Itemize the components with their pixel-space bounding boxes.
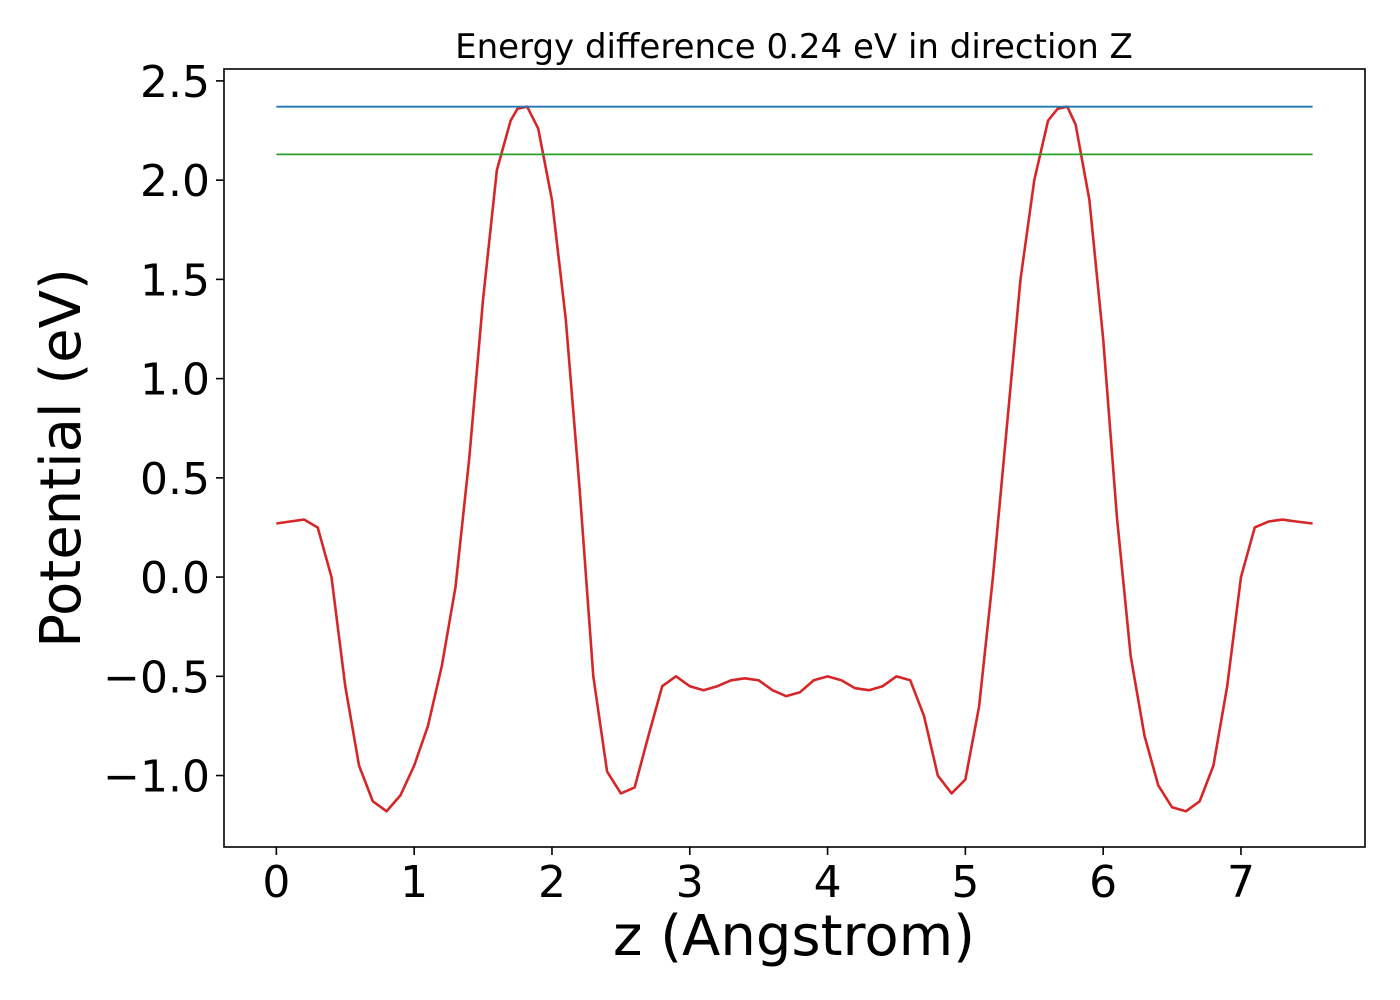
y-tick-label: −0.5	[103, 652, 210, 703]
x-tick-label: 6	[1089, 857, 1117, 908]
potential-curve	[276, 105, 1313, 813]
y-tick-label: 1.5	[140, 255, 210, 306]
x-tick-label: 3	[676, 857, 704, 908]
x-tick-label: 2	[538, 857, 566, 908]
y-axis-label: Potential (eV)	[29, 268, 94, 648]
plot-frame	[223, 68, 1366, 848]
chart-title: Energy difference 0.24 eV in direction Z	[455, 27, 1133, 67]
y-axis-ticks: −1.0 −0.5 0.0 0.5 1.0 1.5 2.0 2.5	[103, 57, 224, 803]
y-tick-label: 0.5	[140, 454, 210, 505]
y-tick-label: 1.0	[140, 355, 210, 406]
x-tick-label: 5	[951, 857, 979, 908]
x-tick-label: 4	[814, 857, 842, 908]
x-tick-label: 0	[262, 857, 290, 908]
x-tick-label: 7	[1227, 857, 1255, 908]
y-tick-label: −1.0	[103, 752, 210, 803]
x-axis-ticks: 0 1 2 3 4 5 6 7	[262, 847, 1255, 908]
y-tick-label: 2.5	[140, 57, 210, 108]
series-layer	[276, 105, 1313, 813]
x-tick-label: 1	[400, 857, 428, 908]
x-axis-label: z (Angstrom)	[613, 904, 975, 969]
y-tick-label: 2.0	[140, 156, 210, 207]
y-tick-label: 0.0	[140, 553, 210, 604]
